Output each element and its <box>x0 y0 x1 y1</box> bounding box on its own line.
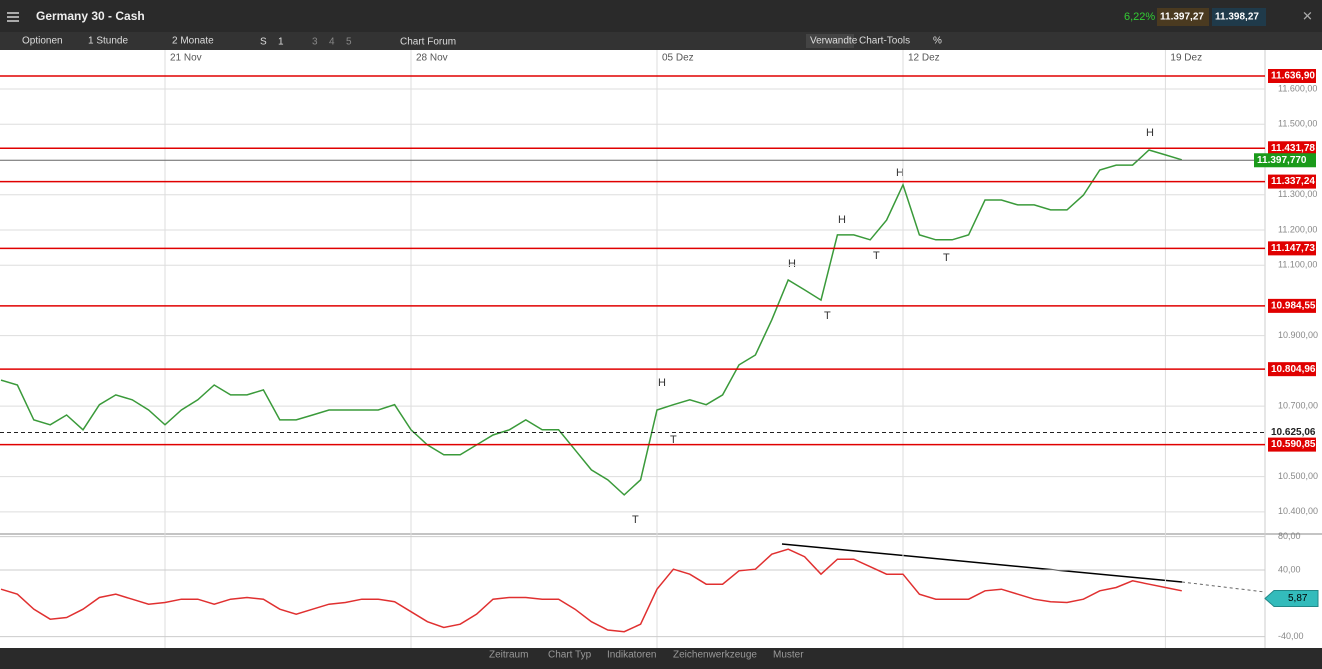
bottom-tab[interactable]: Zeitraum <box>489 650 528 661</box>
forum[interactable]: Chart Forum <box>400 37 456 48</box>
level-label-box <box>1268 298 1316 313</box>
y-tick-label: 11.300,00 <box>1278 189 1317 199</box>
change: 6,22% <box>1124 11 1155 23</box>
s-button[interactable]: S <box>260 37 267 48</box>
y-tick-label: 10.500,00 <box>1278 471 1318 481</box>
menu-icon[interactable] <box>7 12 19 22</box>
y-tick-label: 11.100,00 <box>1278 260 1317 270</box>
annotation: H <box>658 377 666 389</box>
level-label: 10.984,55 <box>1271 301 1316 312</box>
annotation: T <box>873 250 880 262</box>
close-button[interactable]: ✕ <box>1302 8 1313 23</box>
x-tick-label: 19 Dez <box>1170 53 1202 64</box>
related[interactable]: Verwandte <box>810 36 858 47</box>
one-button[interactable]: 1 <box>278 37 284 48</box>
y-tick-label: 11.600,00 <box>1278 83 1317 93</box>
trend-line <box>781 543 1183 583</box>
y-tick-label: -40,00 <box>1278 631 1304 641</box>
level-label-box <box>1268 437 1316 452</box>
level-label-box <box>1268 68 1316 83</box>
level-label-box <box>1268 174 1316 189</box>
instrument-title: Germany 30 - Cash <box>36 9 145 23</box>
x-tick-label: 28 Nov <box>416 53 448 64</box>
y-tick-label: 10.700,00 <box>1278 401 1318 411</box>
annotation: T <box>632 514 639 526</box>
annotation: H <box>838 214 846 226</box>
y-tick-label: 11.200,00 <box>1278 224 1317 234</box>
trend-extension <box>1181 581 1266 593</box>
level-label: 11.337,24 <box>1271 176 1315 187</box>
level-label: 11.636,90 <box>1271 71 1315 82</box>
annotation: H <box>788 258 796 270</box>
toolbar <box>0 32 1322 50</box>
annotation: H <box>1146 127 1154 139</box>
y-tick-label: 80,00 <box>1278 531 1301 541</box>
oscillator-last-box <box>1264 589 1319 607</box>
level-label: 11.397,770 <box>1257 155 1307 166</box>
annotation: T <box>943 252 950 264</box>
interval[interactable]: 1 Stunde <box>88 36 128 47</box>
num-button[interactable]: 4 <box>329 37 335 48</box>
bottom-tab[interactable]: Chart Typ <box>548 650 592 661</box>
oscillator-line <box>0 548 1182 633</box>
price-line <box>0 149 1183 496</box>
percent-button[interactable]: % <box>933 36 942 47</box>
options[interactable]: Optionen <box>22 36 63 47</box>
level-label: 10.590,85 <box>1271 439 1316 450</box>
chart-tools[interactable]: Chart-Tools <box>859 36 910 47</box>
num-button[interactable]: 3 <box>312 37 318 48</box>
range[interactable]: 2 Monate <box>172 36 214 47</box>
y-tick-label: 40,00 <box>1278 564 1301 574</box>
bottom-tab[interactable]: Zeichenwerkzeuge <box>673 650 757 661</box>
sell-box[interactable] <box>1157 8 1209 26</box>
level-label-box <box>1268 241 1316 256</box>
chart-area <box>0 50 1322 648</box>
x-tick-label: 12 Dez <box>908 53 940 64</box>
level-label-box <box>1254 153 1316 168</box>
sell-price: 11.397,27 <box>1160 12 1204 23</box>
level-label-box <box>1268 362 1316 377</box>
level-label-box <box>1268 141 1316 156</box>
x-tick-label: 21 Nov <box>170 53 202 64</box>
level-label: 11.431,78 <box>1271 143 1315 154</box>
level-label: 10.625,06 <box>1271 427 1316 438</box>
y-tick-label: 10.900,00 <box>1278 330 1318 340</box>
annotation: T <box>670 434 677 446</box>
related-box[interactable] <box>806 34 854 48</box>
bottom-bar <box>0 648 1322 669</box>
level-label: 10.804,96 <box>1271 364 1316 375</box>
y-tick-label: 10.400,00 <box>1278 506 1318 516</box>
buy-price: 11.398,27 <box>1215 12 1259 23</box>
bottom-tab[interactable]: Muster <box>773 650 804 661</box>
x-tick-label: 05 Dez <box>662 53 694 64</box>
annotation: H <box>896 167 904 179</box>
buy-box[interactable] <box>1212 8 1266 26</box>
oscillator-last-label: 5,87 <box>1288 593 1308 604</box>
level-label: 11.147,73 <box>1271 243 1315 254</box>
bottom-tab[interactable]: Indikatoren <box>607 650 656 661</box>
num-button[interactable]: 5 <box>346 37 352 48</box>
annotation: T <box>824 310 831 322</box>
y-tick-label: 11.500,00 <box>1278 119 1317 129</box>
title-bar <box>0 0 1322 32</box>
